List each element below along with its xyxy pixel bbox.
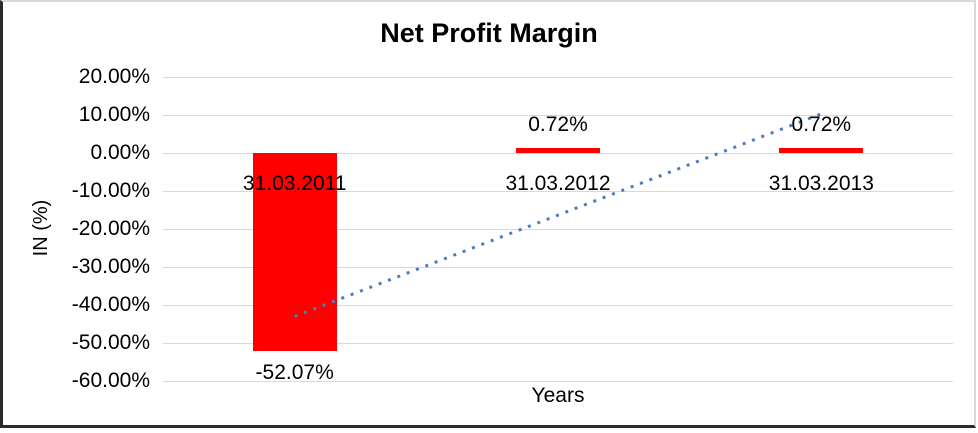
y-tick-label: -50.00% [71, 331, 150, 354]
y-tick-label: -40.00% [71, 293, 150, 316]
y-tick-label: -10.00% [71, 179, 150, 202]
y-gridline [163, 380, 953, 382]
y-tick-label: -60.00% [71, 369, 150, 392]
y-tick-label: 20.00% [78, 65, 150, 88]
category-label: 31.03.2012 [505, 172, 611, 195]
data-label: -52.07% [255, 361, 334, 384]
y-gridline [163, 342, 953, 344]
y-tick-label: -30.00% [71, 255, 150, 278]
y-gridline [163, 76, 953, 78]
y-tick-label: 0.00% [90, 141, 150, 164]
data-label: 0.72% [528, 113, 588, 136]
chart-title: Net Profit Margin [380, 18, 598, 48]
x-axis-title: Years [531, 384, 585, 407]
category-label: 31.03.2011 [242, 172, 347, 195]
category-label: 31.03.2013 [768, 172, 874, 195]
data-label: 0.72% [791, 113, 852, 136]
y-tick-label: 10.00% [78, 103, 150, 126]
y-tick-label: -20.00% [71, 217, 150, 240]
